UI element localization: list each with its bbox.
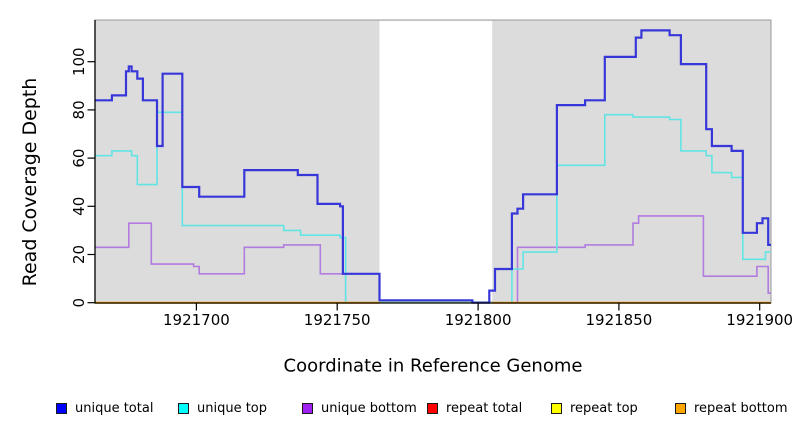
- legend-item-repeat-total: repeat total: [427, 401, 522, 416]
- legend-label: unique bottom: [321, 401, 417, 416]
- x-axis-title: Coordinate in Reference Genome: [283, 355, 583, 377]
- legend-item-repeat-bottom: repeat bottom: [675, 401, 788, 416]
- legend-label: unique total: [75, 401, 154, 416]
- repeat-total-swatch-icon: [427, 403, 438, 414]
- legend-label: repeat total: [446, 401, 523, 416]
- y-tick-label: 80: [70, 100, 88, 119]
- x-tick-label: 1921850: [585, 311, 652, 329]
- y-tick-label: 100: [70, 47, 88, 76]
- y-tick-label: 20: [70, 245, 88, 264]
- legend-item-repeat-top: repeat top: [551, 401, 638, 416]
- unique-bottom-swatch-icon: [302, 403, 313, 414]
- x-tick-label: 1921900: [726, 311, 792, 329]
- y-tick-label: 40: [70, 197, 88, 216]
- legend-label: unique top: [197, 401, 268, 416]
- x-tick-label: 1921800: [445, 311, 512, 329]
- legend-label: repeat bottom: [694, 401, 788, 416]
- legend-item-unique-total: unique total: [56, 401, 153, 416]
- y-tick-label: 60: [70, 149, 88, 168]
- repeat-bottom-swatch-icon: [675, 403, 686, 414]
- unique-top-swatch-icon: [178, 403, 189, 414]
- x-tick-label: 1921700: [163, 311, 230, 329]
- legend-label: repeat top: [570, 401, 638, 416]
- series-line-unique-top: [95, 111, 771, 304]
- x-tick-label: 1921750: [304, 311, 371, 329]
- legend-item-unique-top: unique top: [178, 401, 267, 416]
- series-line-unique-total: [95, 29, 771, 304]
- unique-total-swatch-icon: [56, 403, 67, 414]
- y-tick-label: 0: [70, 298, 88, 308]
- repeat-top-swatch-icon: [551, 403, 562, 414]
- y-axis-title: Read Coverage Depth: [19, 77, 41, 287]
- masked-region-band: [379, 20, 493, 303]
- legend-item-unique-bottom: unique bottom: [302, 401, 417, 416]
